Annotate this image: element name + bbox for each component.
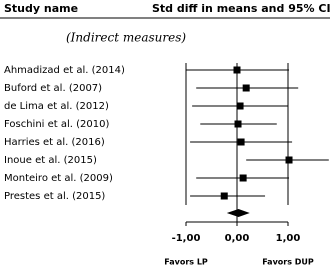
- favors-left: Favors LP: [164, 258, 208, 267]
- effect-marker: [234, 120, 242, 128]
- effect-marker: [233, 66, 241, 74]
- study-label: Ahmadizad et al. (2014): [4, 65, 125, 76]
- effect-marker: [239, 174, 247, 182]
- study-label: Harries et al. (2016): [4, 137, 105, 148]
- effect-marker: [236, 102, 244, 110]
- x-tick-label: -1,00: [172, 233, 201, 244]
- effect-marker: [242, 84, 250, 92]
- x-tick-label: 1,00: [276, 233, 301, 244]
- subtitle: (Indirect measures): [66, 31, 186, 45]
- effect-marker: [237, 138, 245, 146]
- effect-marker: [285, 156, 293, 164]
- study-label: de Lima et al. (2012): [4, 101, 109, 112]
- chart-title: Std diff in means and 95% CI: [152, 2, 330, 15]
- favors-right: Favors DUP: [262, 258, 314, 267]
- study-label: Foschini et al. (2010): [4, 119, 109, 130]
- study-label: Prestes et al. (2015): [4, 191, 105, 202]
- summary-diamond: [226, 209, 250, 217]
- x-tick-label: 0,00: [225, 233, 250, 244]
- effect-marker: [220, 192, 228, 200]
- study-label: Inoue et al. (2015): [4, 155, 97, 166]
- study-label: Buford et al. (2007): [4, 83, 102, 94]
- category-header: Study name: [4, 2, 78, 15]
- study-label: Monteiro et al. (2009): [4, 173, 113, 184]
